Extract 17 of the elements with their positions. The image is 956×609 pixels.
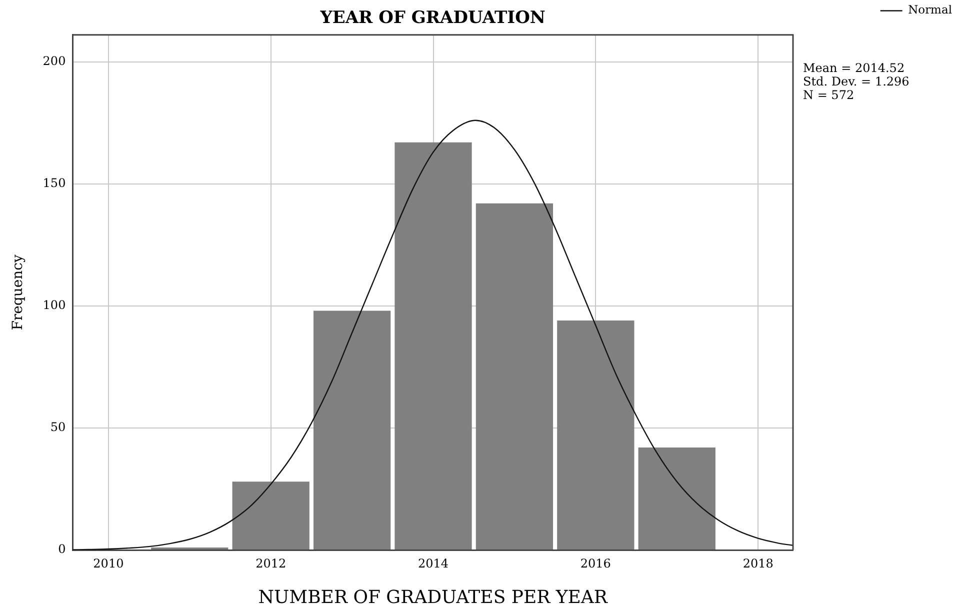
y-tick-label: 50 (50, 420, 66, 434)
y-axis-title: Frequency (10, 254, 26, 330)
y-tick-label: 0 (58, 542, 66, 556)
chart-title: YEAR OF GRADUATION (319, 8, 546, 28)
y-tick-label: 150 (42, 176, 66, 190)
x-tick-label: 2018 (742, 556, 774, 570)
x-tick-label: 2016 (580, 556, 611, 570)
text: Std. Dev. = 1.296 (803, 74, 910, 89)
text: N = 572 (803, 88, 854, 102)
y-tick-label: 100 (42, 298, 66, 312)
x-axis-title: NUMBER OF GRADUATES PER YEAR (258, 586, 608, 608)
y-tick-label: 200 (42, 54, 66, 68)
legend-label: Normal (908, 2, 952, 17)
text: Mean = 2014.52 (803, 61, 905, 76)
x-tick-label: 2010 (93, 556, 124, 570)
x-tick-label: 2012 (256, 556, 286, 570)
x-tick-label: 2014 (418, 556, 449, 570)
